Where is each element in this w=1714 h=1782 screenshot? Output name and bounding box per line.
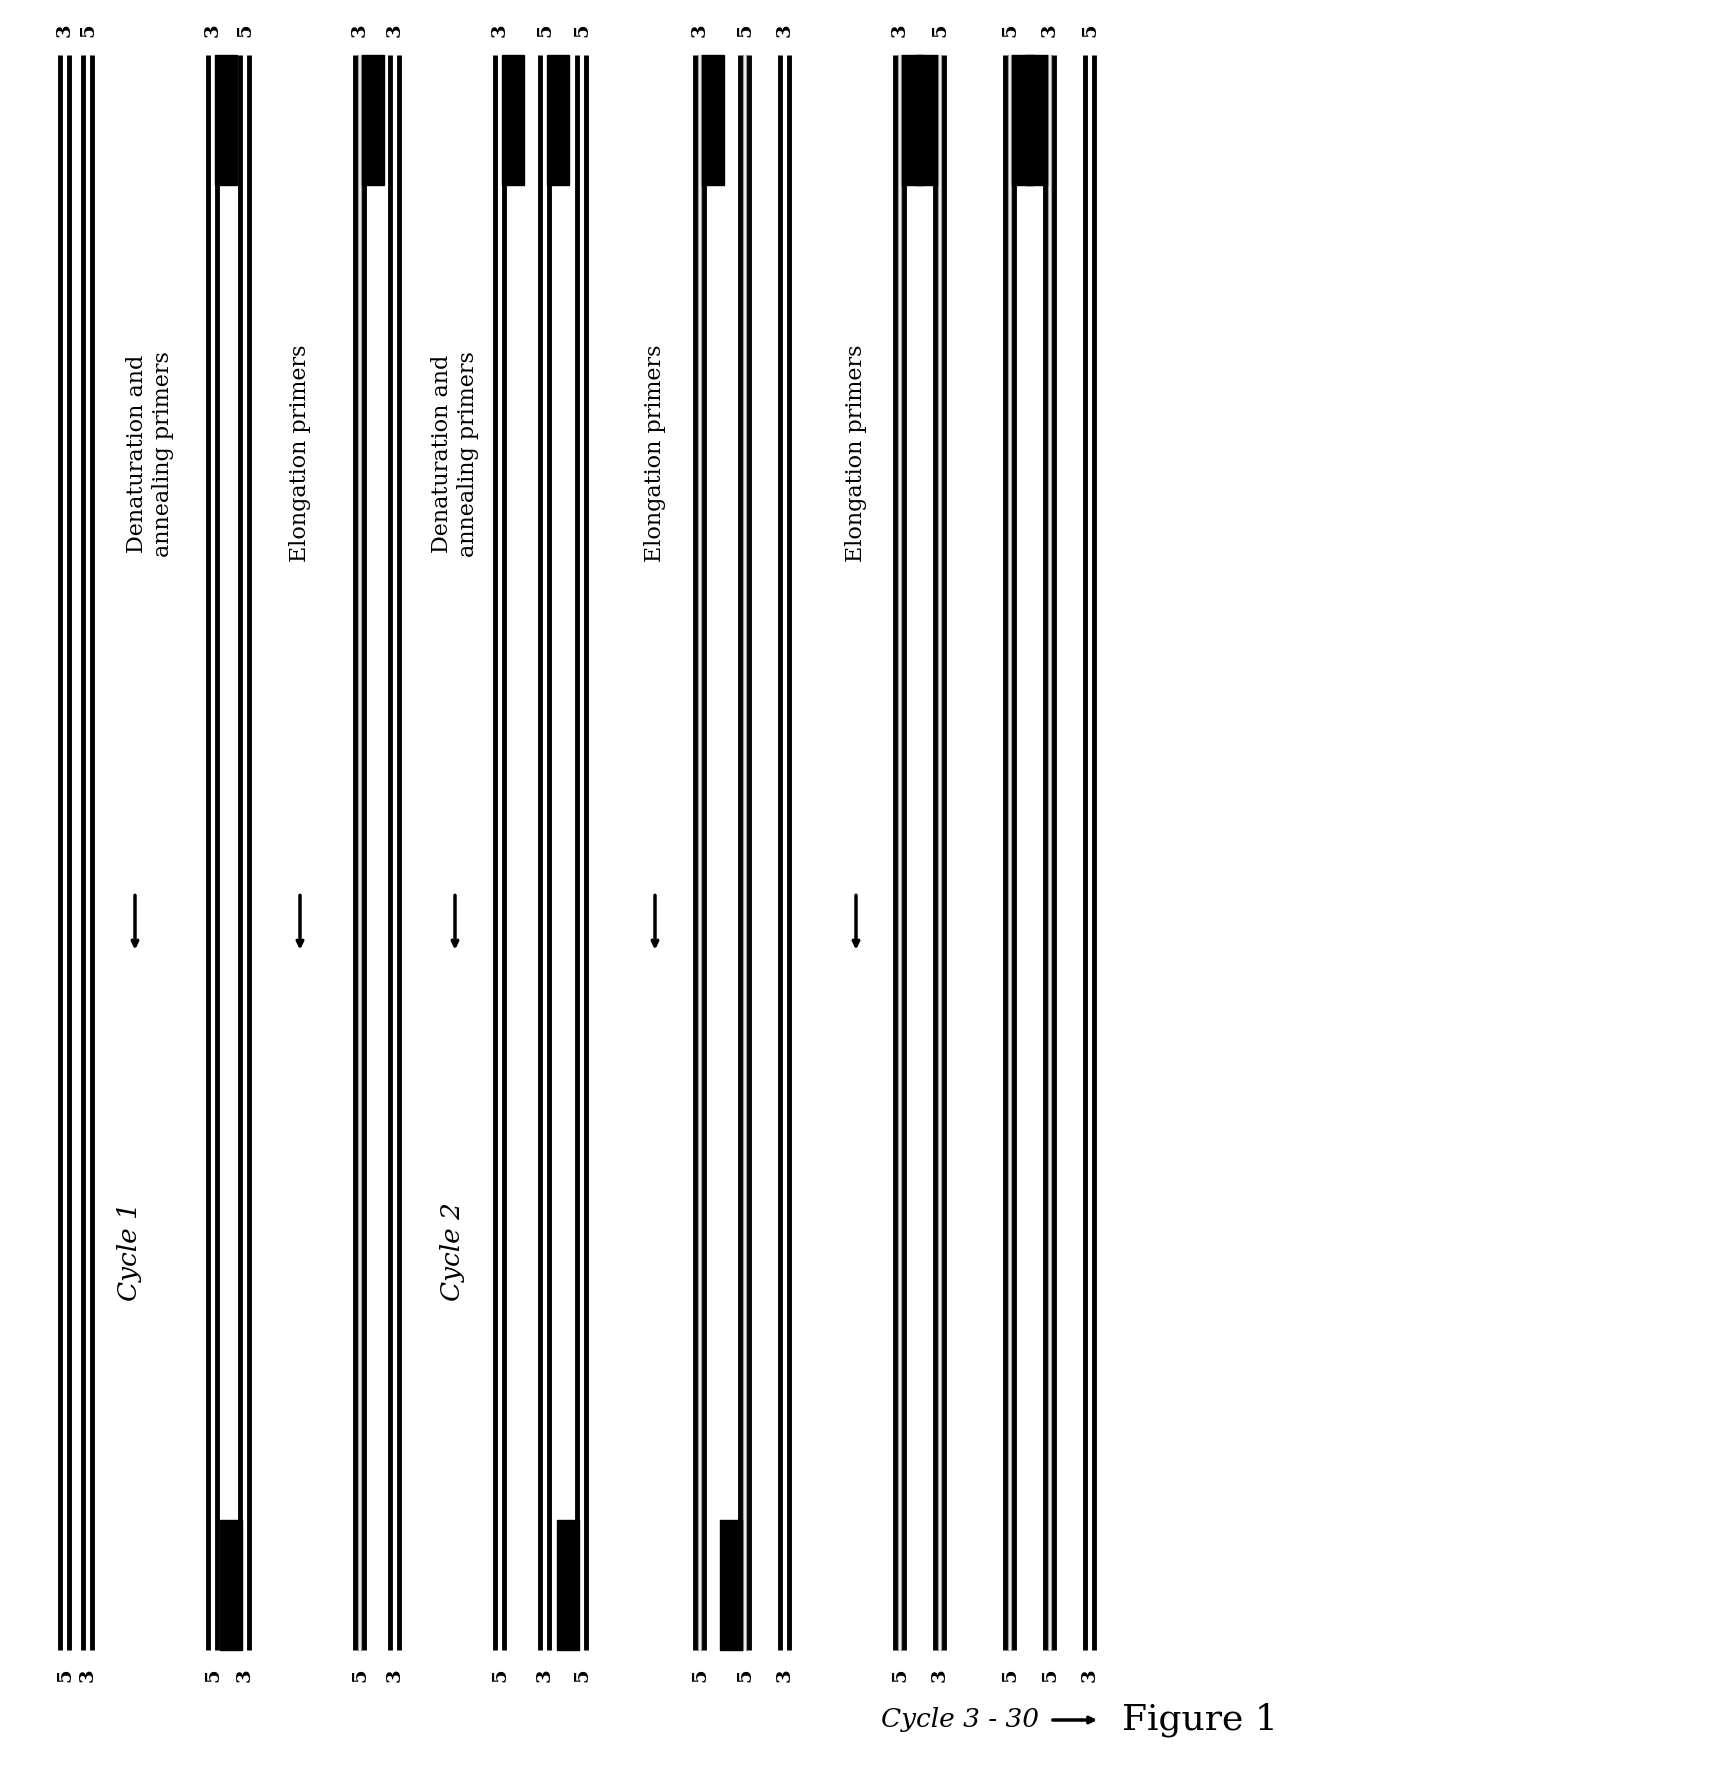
Text: 3: 3 bbox=[204, 23, 221, 37]
Bar bbox=[1025, 55, 1047, 185]
Text: 5: 5 bbox=[691, 1668, 708, 1682]
Text: 5: 5 bbox=[79, 23, 98, 37]
Text: 3: 3 bbox=[775, 1668, 794, 1682]
Text: 3: 3 bbox=[386, 1668, 405, 1682]
Bar bbox=[557, 1520, 579, 1650]
Text: Denaturation and
annealing primers: Denaturation and annealing primers bbox=[430, 351, 478, 556]
Text: 5: 5 bbox=[735, 23, 754, 37]
Bar bbox=[1011, 55, 1034, 185]
Text: Elongation primers: Elongation primers bbox=[644, 346, 665, 563]
Text: 3: 3 bbox=[1040, 23, 1058, 37]
Text: 3: 3 bbox=[891, 23, 908, 37]
Bar bbox=[547, 55, 569, 185]
Text: 3: 3 bbox=[691, 23, 708, 37]
Text: 3: 3 bbox=[351, 23, 369, 37]
Bar bbox=[502, 55, 524, 185]
Text: 3: 3 bbox=[237, 1668, 254, 1682]
Text: 3: 3 bbox=[1080, 1668, 1099, 1682]
Bar bbox=[902, 55, 924, 185]
Bar bbox=[216, 55, 237, 185]
Text: 5: 5 bbox=[1001, 1668, 1018, 1682]
Bar bbox=[362, 55, 384, 185]
Text: Elongation primers: Elongation primers bbox=[290, 346, 310, 563]
Text: Denaturation and
annealing primers: Denaturation and annealing primers bbox=[127, 351, 173, 556]
Text: 3: 3 bbox=[775, 23, 794, 37]
Text: 5: 5 bbox=[1001, 23, 1018, 37]
Text: 5: 5 bbox=[1040, 1668, 1058, 1682]
Text: 3: 3 bbox=[931, 1668, 948, 1682]
Text: 5: 5 bbox=[237, 23, 254, 37]
Text: 5: 5 bbox=[931, 23, 948, 37]
Text: 5: 5 bbox=[351, 1668, 369, 1682]
Text: Cycle 3 - 30: Cycle 3 - 30 bbox=[881, 1707, 1039, 1732]
Text: 3: 3 bbox=[386, 23, 405, 37]
Text: Figure 1: Figure 1 bbox=[1121, 1704, 1277, 1737]
Text: 5: 5 bbox=[572, 23, 591, 37]
Text: 5: 5 bbox=[536, 23, 554, 37]
Text: 5: 5 bbox=[204, 1668, 221, 1682]
Text: 5: 5 bbox=[57, 1668, 74, 1682]
Text: 5: 5 bbox=[735, 1668, 754, 1682]
Text: 3: 3 bbox=[490, 23, 509, 37]
Text: Cycle 1: Cycle 1 bbox=[118, 1201, 142, 1301]
Bar bbox=[221, 1520, 242, 1650]
Bar bbox=[915, 55, 938, 185]
Text: 3: 3 bbox=[79, 1668, 98, 1682]
Text: Elongation primers: Elongation primers bbox=[845, 346, 867, 563]
Bar bbox=[703, 55, 723, 185]
Text: 3: 3 bbox=[57, 23, 74, 37]
Text: 5: 5 bbox=[572, 1668, 591, 1682]
Text: 5: 5 bbox=[1080, 23, 1099, 37]
Text: Cycle 2: Cycle 2 bbox=[440, 1201, 464, 1301]
Bar bbox=[720, 1520, 742, 1650]
Text: 5: 5 bbox=[891, 1668, 908, 1682]
Text: 5: 5 bbox=[490, 1668, 509, 1682]
Text: 3: 3 bbox=[536, 1668, 554, 1682]
